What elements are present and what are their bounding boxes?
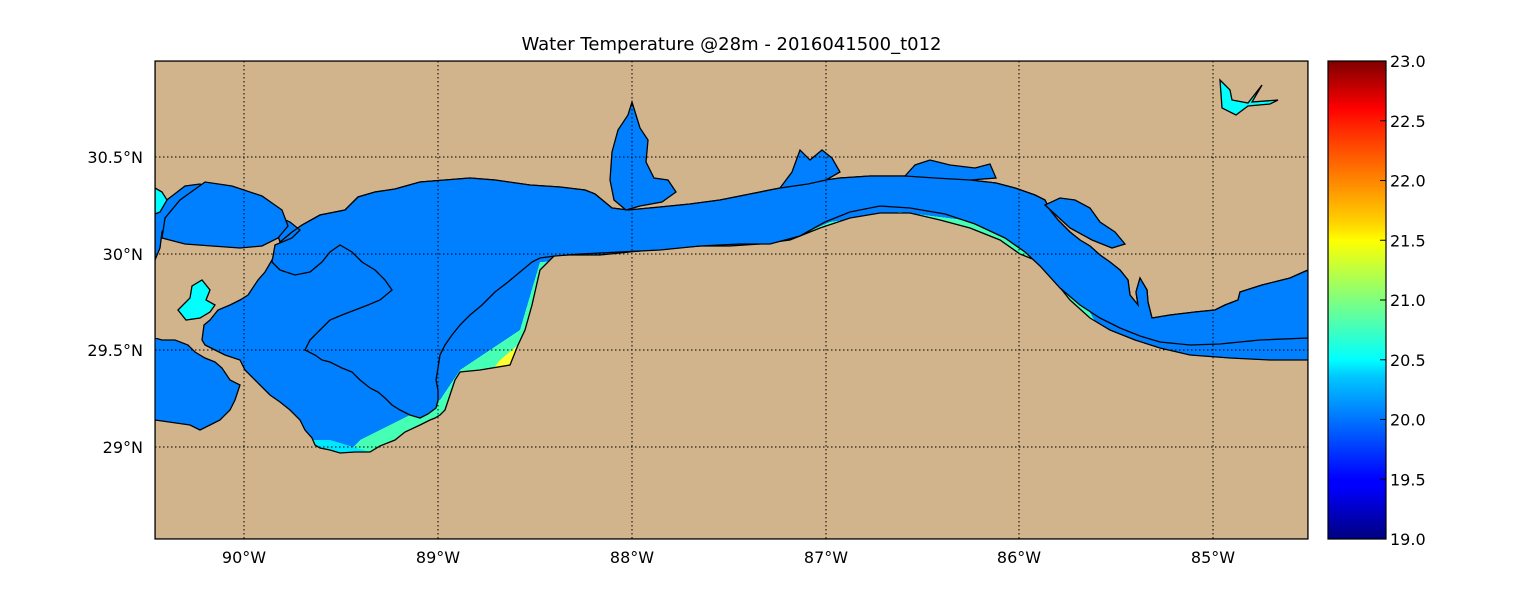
map-panel: [155, 61, 1308, 539]
longitude-axis: 90°W 89°W 88°W 87°W 86°W 85°W: [222, 548, 1235, 567]
lon-tick-label: 85°W: [1191, 548, 1235, 567]
lat-tick-label: 30.5°N: [87, 148, 143, 167]
colorbar-tick-label: 19.0: [1390, 530, 1426, 549]
colorbar-ticks: [1380, 60, 1386, 540]
colorbar-tick-label: 20.0: [1390, 411, 1426, 430]
colorbar-tick-label: 22.5: [1390, 112, 1426, 131]
colorbar-tick-label: 20.5: [1390, 351, 1426, 370]
colorbar-tick-label: 21.5: [1390, 231, 1426, 250]
map-frame: [154, 60, 1309, 540]
map-title: Water Temperature @28m - 2016041500_t012: [521, 34, 942, 55]
colorbar: 23.0 22.5 22.0 21.5 21.0 20.5 20.0 19.5 …: [1327, 52, 1426, 549]
lake-maurepas: [155, 187, 168, 215]
st-andrew-bay: [1043, 197, 1127, 249]
choctawhatchee-bay: [903, 159, 997, 181]
mobile-bay: [609, 99, 677, 211]
lake-seminole: [1219, 78, 1279, 116]
colorbar-gradient: [1327, 60, 1387, 540]
graticule: [155, 61, 1308, 539]
lake-salvador: [177, 279, 216, 321]
lat-tick-label: 30°N: [103, 245, 143, 264]
lon-tick-label: 87°W: [804, 548, 848, 567]
latitude-axis: 30.5°N 30°N 29.5°N 29°N: [87, 148, 143, 457]
lon-tick-label: 86°W: [997, 548, 1041, 567]
nearshore-water: [155, 175, 1308, 419]
colorbar-tick-label: 19.5: [1390, 470, 1426, 489]
colorbar-tick-label: 21.0: [1390, 291, 1426, 310]
colorbar-tick-label: 22.0: [1390, 172, 1426, 191]
lon-tick-label: 89°W: [416, 548, 460, 567]
pensacola-bay: [778, 148, 841, 189]
lon-tick-label: 88°W: [610, 548, 654, 567]
lat-tick-label: 29°N: [103, 438, 143, 457]
colorbar-tick-label: 23.0: [1390, 52, 1426, 71]
lake-pontchartrain: [161, 181, 289, 249]
lat-tick-label: 29.5°N: [87, 341, 143, 360]
lon-tick-label: 90°W: [222, 548, 266, 567]
